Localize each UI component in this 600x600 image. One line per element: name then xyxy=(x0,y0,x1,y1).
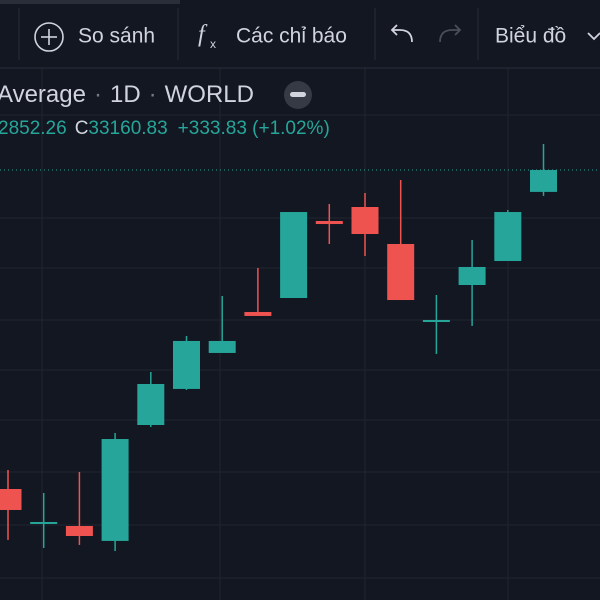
toolbar xyxy=(0,0,600,68)
indicators-label: Các chỉ báo xyxy=(236,25,347,48)
chart-menu-chevron[interactable] xyxy=(587,32,600,41)
chart-menu[interactable]: Biểu đồ xyxy=(495,25,566,48)
candle-body xyxy=(494,212,522,262)
grid xyxy=(0,68,600,600)
candle-body xyxy=(101,439,129,541)
low-value: 2852.26 xyxy=(0,118,67,139)
candle-body xyxy=(0,489,22,510)
candle-body xyxy=(173,340,200,389)
svg-text:x: x xyxy=(210,37,216,51)
candle-body xyxy=(315,221,343,225)
symbol-name: Average xyxy=(0,81,86,108)
undo-button[interactable] xyxy=(390,24,413,43)
candle-body xyxy=(458,266,486,286)
candle-body xyxy=(387,243,415,301)
legend-values: 2852.26 C33160.83 +333.83 (+1.02%) xyxy=(0,118,330,139)
indicators-button[interactable]: f x Các chỉ báo xyxy=(198,22,347,52)
exchange: WORLD xyxy=(165,81,254,108)
compare-label: So sánh xyxy=(78,25,155,48)
change-value: +333.83 (+1.02%) xyxy=(178,118,330,139)
candle-body xyxy=(244,312,272,316)
candle-body xyxy=(208,340,236,353)
candle-body xyxy=(422,319,450,322)
hide-button[interactable] xyxy=(284,81,312,109)
candle-body xyxy=(30,521,58,524)
candle-body xyxy=(137,383,165,426)
svg-text:f: f xyxy=(198,22,208,48)
candle-body xyxy=(351,206,379,235)
redo-button[interactable] xyxy=(439,24,462,43)
close-prefix: C xyxy=(75,118,89,139)
legend-title: Average · 1D · WORLD xyxy=(0,81,254,108)
compare-button[interactable]: So sánh xyxy=(34,22,155,52)
candle-body xyxy=(65,526,93,536)
close-value: 33160.83 xyxy=(88,118,167,139)
candle-body xyxy=(530,170,557,192)
interval: 1D xyxy=(110,81,141,108)
candle-body xyxy=(280,212,308,299)
tab-indicator xyxy=(0,0,180,4)
